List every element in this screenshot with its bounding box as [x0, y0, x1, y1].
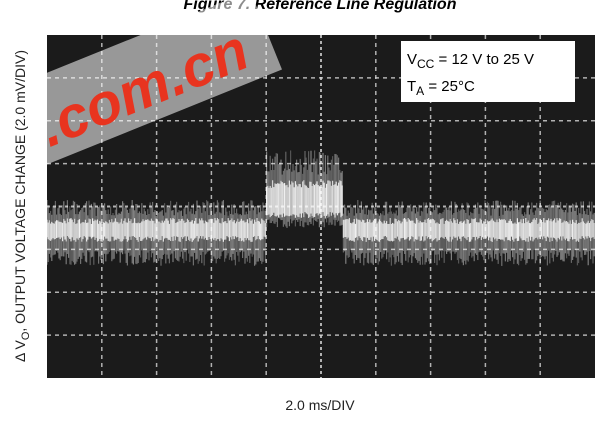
x-axis-label: 2.0 ms/DIV — [285, 397, 355, 413]
y-axis-label: Δ VO, OUTPUT VOLTAGE CHANGE (2.0 mV/DIV) — [12, 50, 32, 362]
annotation-line: VCC = 12 V to 25 V — [407, 51, 534, 71]
scope-trace — [47, 150, 595, 266]
watermark-band — [9, 0, 282, 167]
annotation-box — [401, 41, 575, 102]
annotation-line: TA = 25°C — [407, 78, 475, 98]
